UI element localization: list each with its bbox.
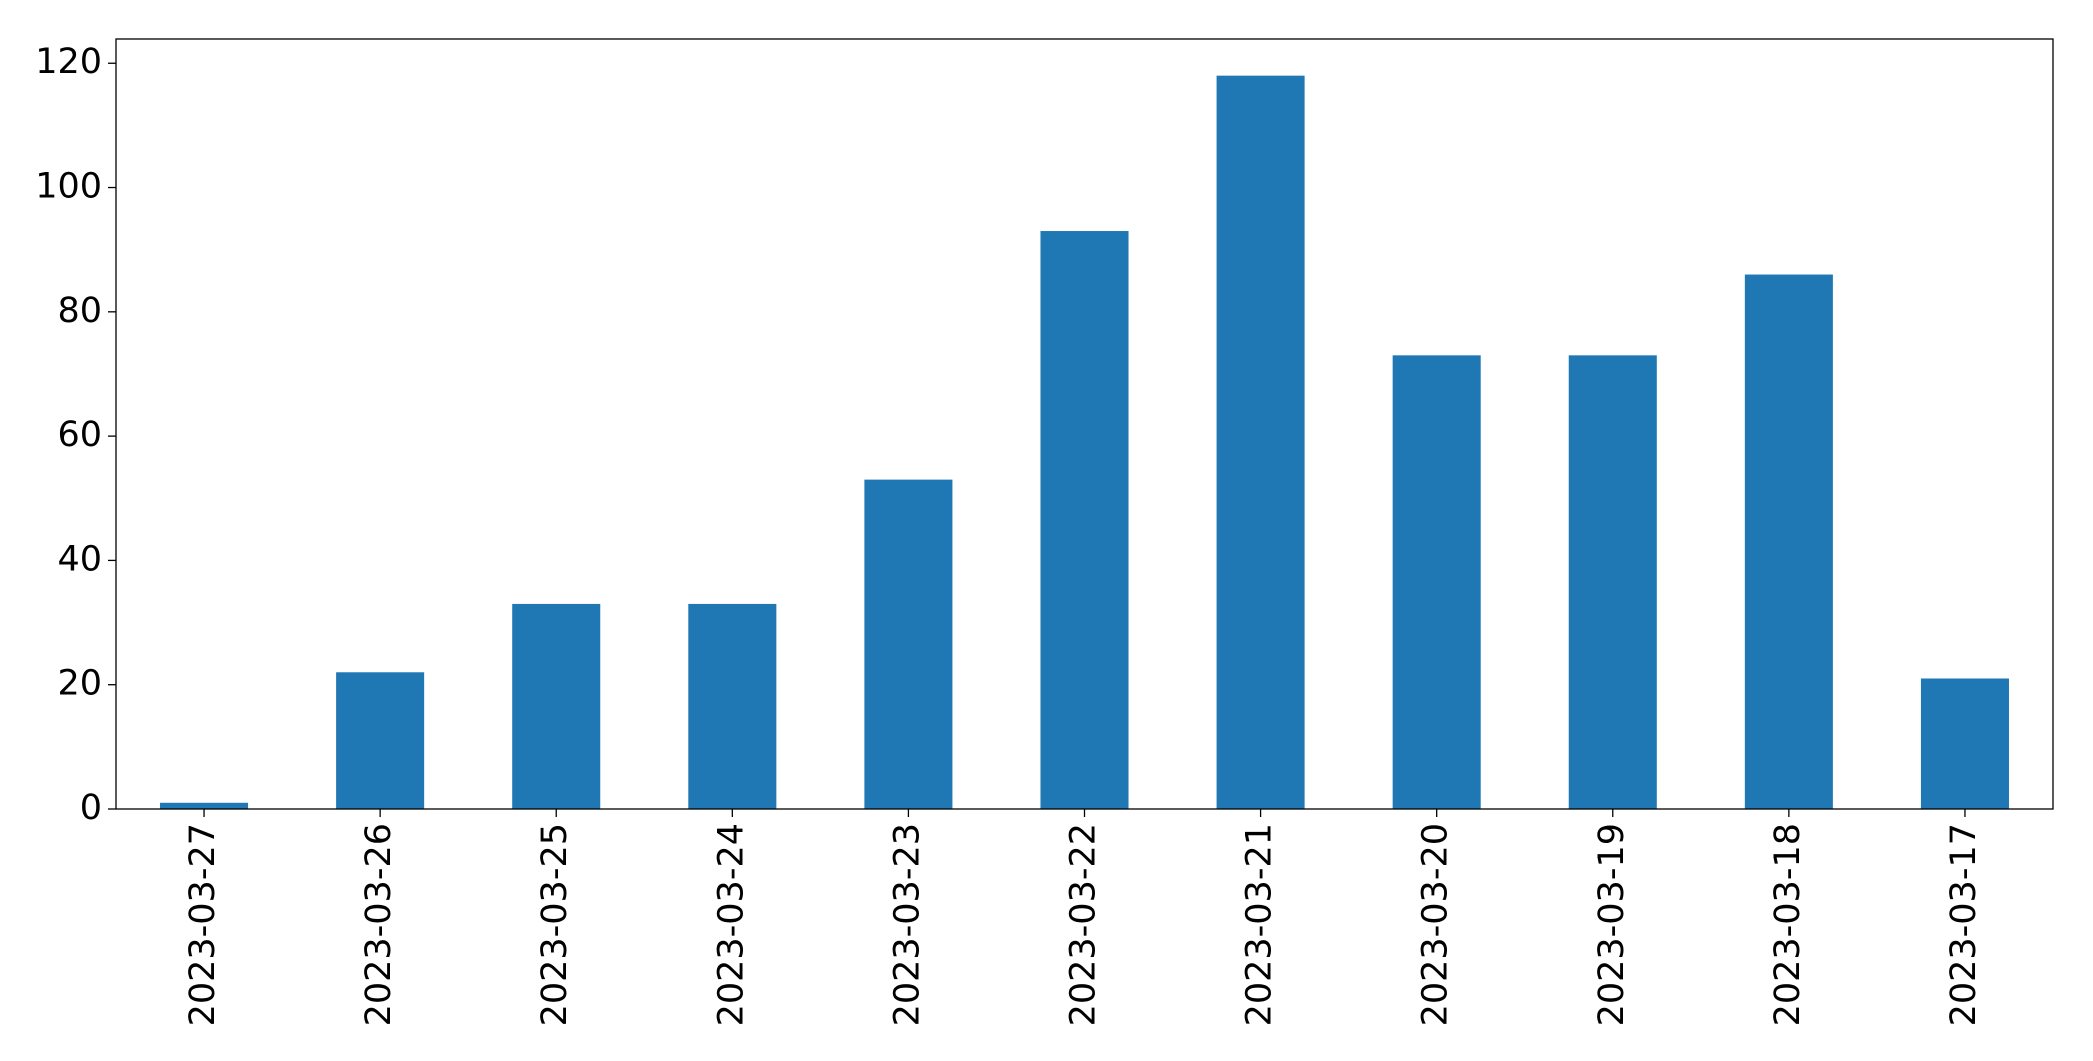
x-tick-label: 2023-03-22 xyxy=(1064,823,1104,1026)
bar xyxy=(1040,231,1129,809)
x-tick-label: 2023-03-26 xyxy=(359,823,399,1026)
x-tick-label: 2023-03-25 xyxy=(535,823,575,1026)
y-tick-label: 0 xyxy=(80,788,102,828)
x-tick-label: 2023-03-17 xyxy=(1944,823,1984,1026)
x-tick-label: 2023-03-23 xyxy=(887,823,927,1026)
y-tick-label: 40 xyxy=(57,539,102,579)
bar xyxy=(512,603,601,809)
x-tick-label: 2023-03-19 xyxy=(1592,823,1632,1026)
y-tick-label: 80 xyxy=(57,291,102,331)
plot-frame xyxy=(115,38,2054,810)
y-tick-label: 100 xyxy=(35,167,102,207)
y-tick-label: 120 xyxy=(35,42,102,82)
x-tick-label: 2023-03-18 xyxy=(1768,823,1808,1026)
x-tick-label: 2023-03-27 xyxy=(183,823,223,1026)
x-tick-label: 2023-03-24 xyxy=(711,823,751,1026)
bar xyxy=(1392,355,1481,809)
bar xyxy=(1216,75,1305,809)
bar xyxy=(1568,355,1657,809)
bar xyxy=(336,672,425,809)
x-tick-label: 2023-03-20 xyxy=(1416,823,1456,1026)
bar xyxy=(688,603,777,809)
y-tick-label: 60 xyxy=(57,415,102,455)
bar xyxy=(1920,678,2009,809)
y-tick-label: 20 xyxy=(57,664,102,704)
bar xyxy=(160,802,249,809)
x-tick-label: 2023-03-21 xyxy=(1240,823,1280,1026)
bar xyxy=(1744,274,1833,809)
bar xyxy=(864,479,953,809)
